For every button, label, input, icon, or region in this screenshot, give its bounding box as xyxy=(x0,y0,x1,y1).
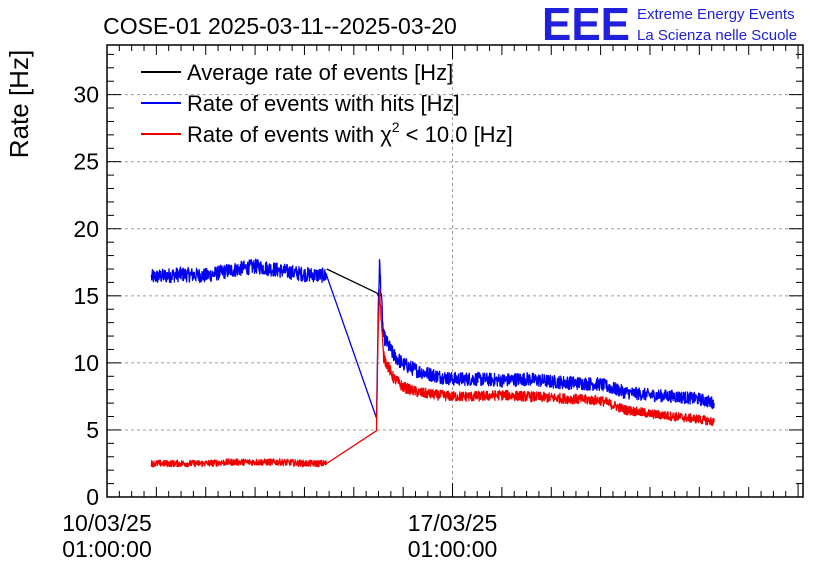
y-tick-label: 15 xyxy=(73,283,99,309)
eee-logo: EEE Extreme Energy Events La Scienza nel… xyxy=(542,0,797,50)
x-tick-label-time: 01:00:00 xyxy=(408,536,498,562)
y-tick-label: 25 xyxy=(73,149,99,175)
legend-label-0: Average rate of events [Hz] xyxy=(187,60,453,85)
eee-logo-mark: EEE xyxy=(542,0,630,50)
series-line-1 xyxy=(150,258,715,419)
legend-label-1: Rate of events with hits [Hz] xyxy=(187,91,460,116)
x-tick-label-date: 17/03/25 xyxy=(408,510,498,536)
y-tick-label: 30 xyxy=(73,82,99,108)
y-axis-label: Rate [Hz] xyxy=(4,50,34,158)
x-tick-label-time: 01:00:00 xyxy=(62,536,152,562)
series-line-0 xyxy=(326,268,380,297)
axes: 05101520253010/03/2501:00:0017/03/2501:0… xyxy=(62,44,804,562)
y-tick-label: 5 xyxy=(86,417,99,443)
grid xyxy=(107,45,803,497)
y-tick-label: 10 xyxy=(73,350,99,376)
series-layer xyxy=(150,258,715,468)
chart-title: COSE-01 2025-03-11--2025-03-20 xyxy=(103,13,457,39)
legend-label-2: Rate of events with χ2 < 10.0 [Hz] xyxy=(187,119,513,147)
x-tick-label-date: 10/03/25 xyxy=(62,510,152,536)
y-tick-label: 0 xyxy=(86,484,99,510)
eee-logo-line2: La Scienza nelle Scuole xyxy=(637,27,797,44)
plot-frame xyxy=(106,44,804,498)
legend: Average rate of events [Hz] Rate of event… xyxy=(141,60,513,147)
y-tick-label: 20 xyxy=(73,216,99,242)
series-line-2 xyxy=(150,288,715,468)
eee-logo-line1: Extreme Energy Events xyxy=(637,6,795,23)
